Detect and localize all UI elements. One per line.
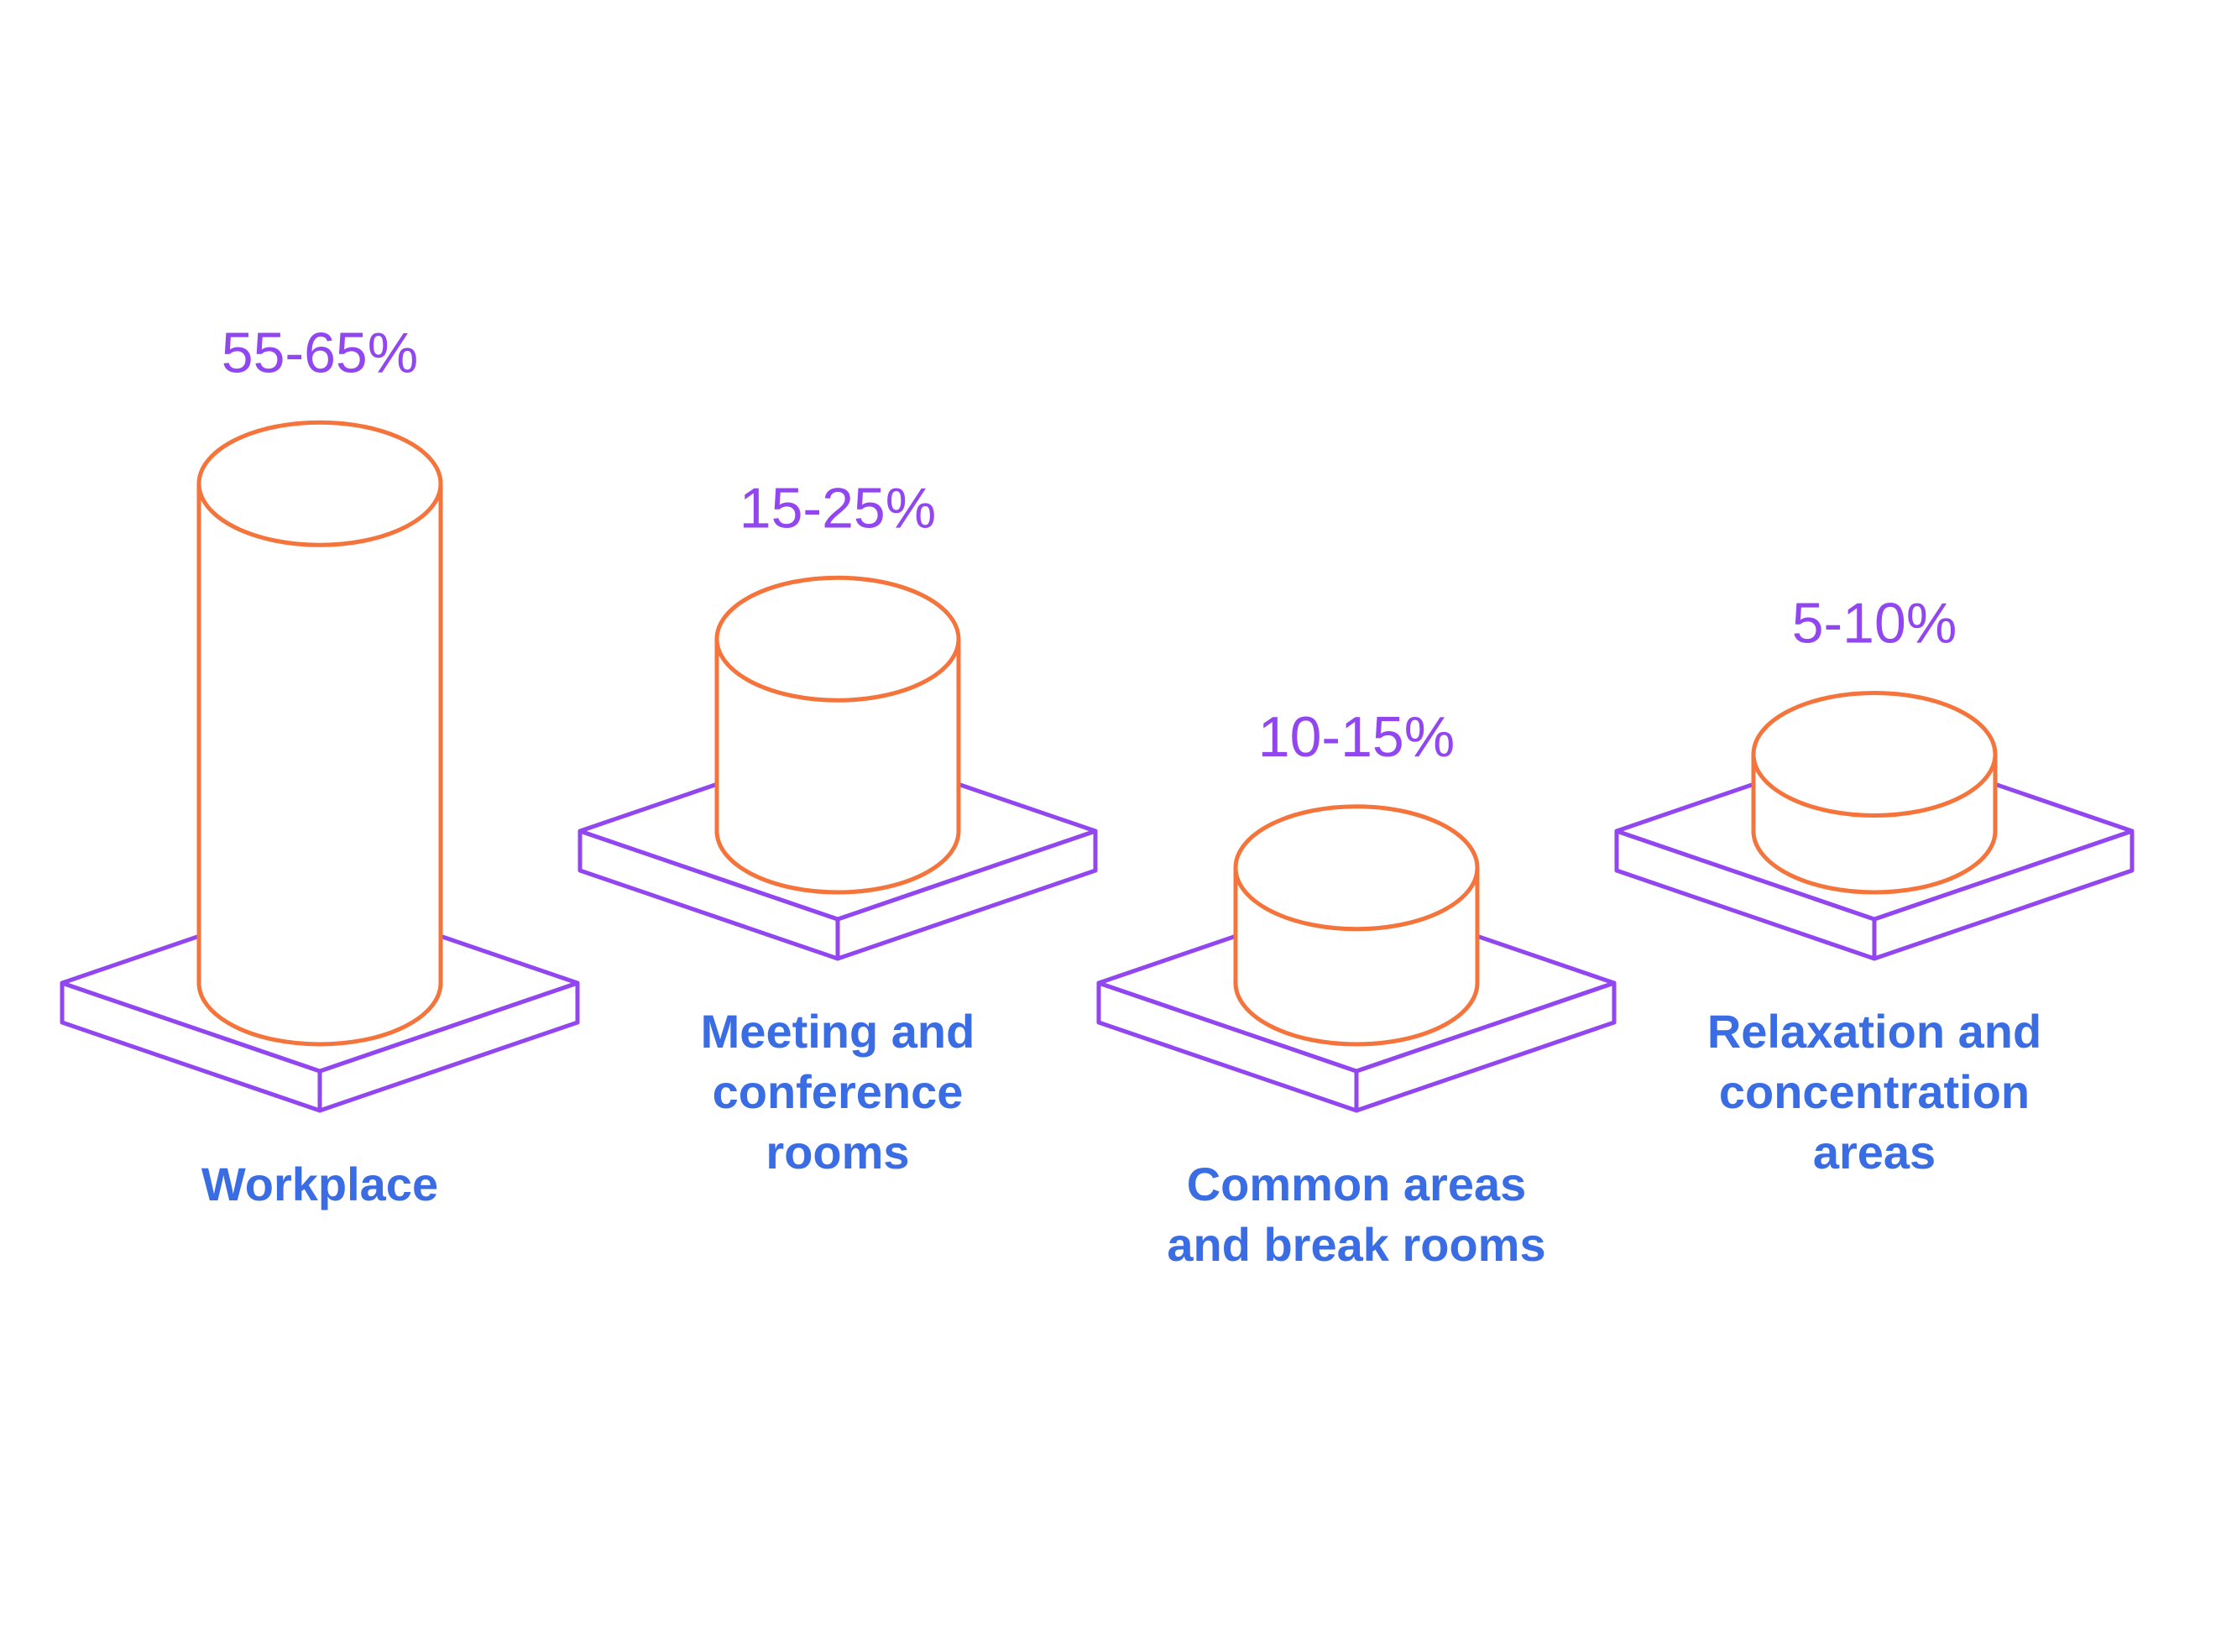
cylinder-body: [196, 481, 443, 1047]
category-label-line: Meeting and: [701, 1005, 975, 1058]
category-label-line: Relaxation and: [1707, 1005, 2041, 1058]
cylinder-meeting: [714, 575, 961, 895]
cylinder-body: [714, 636, 961, 895]
cylinder-top: [714, 575, 961, 703]
category-label-line: concentration: [1719, 1065, 2030, 1118]
range-label-relaxation: 5-10%: [1792, 592, 1957, 656]
cylinder-common: [1233, 804, 1480, 1047]
category-label-line: conference: [713, 1065, 964, 1118]
cylinder-workplace: [196, 420, 443, 1047]
range-label-meeting: 15-25%: [739, 476, 936, 540]
category-label-common: Common areas and break rooms: [1167, 1158, 1545, 1271]
range-label-workplace: 55-65%: [222, 321, 418, 384]
category-label-workplace: Workplace: [201, 1158, 438, 1210]
labels-layer: 55-65% Workplace 15-25% Meeting and conferen…: [201, 321, 2041, 1271]
range-label-common: 10-15%: [1258, 705, 1455, 769]
cylinder-top: [1233, 804, 1480, 932]
category-label-line: Workplace: [201, 1158, 438, 1210]
cylinder-top: [1751, 691, 1998, 818]
category-label-line: Common areas: [1187, 1158, 1527, 1210]
category-label-line: rooms: [766, 1126, 909, 1179]
category-label-relaxation: Relaxation and concentration areas: [1707, 1005, 2041, 1179]
category-label-line: and break rooms: [1167, 1218, 1545, 1271]
cylinder-relaxation: [1751, 691, 1998, 895]
cylinders-layer: [196, 420, 1998, 1047]
category-label-line: areas: [1813, 1126, 1936, 1179]
category-label-meeting: Meeting and conference rooms: [701, 1005, 975, 1179]
cylinder-top: [196, 420, 443, 547]
